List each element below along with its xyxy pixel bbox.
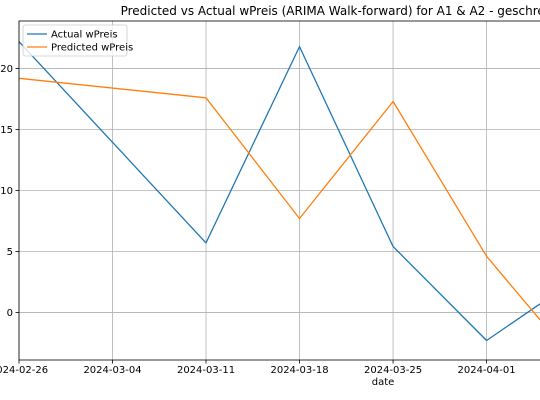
grid xyxy=(18,21,540,360)
x-tick-label: 2024-02-26 xyxy=(0,365,48,376)
chart-title: Predicted vs Actual wPreis (ARIMA Walk-f… xyxy=(121,4,540,18)
x-tick-label: 2024-03-11 xyxy=(177,365,235,376)
y-tick-label: 15 xyxy=(0,125,13,136)
y-tick-label: 10 xyxy=(0,186,13,197)
legend-label-predicted: Predicted wPreis xyxy=(51,43,133,54)
x-tick-label: 2024-04-01 xyxy=(458,365,516,376)
y-tick-label: 0 xyxy=(7,308,13,319)
y-tick-label: 5 xyxy=(7,247,13,258)
series-line-actual xyxy=(18,41,540,342)
ticks: 0 5 10 15 20 2024-02-26 2024-03-04 2024-03-11 20… xyxy=(0,64,516,376)
series-layer xyxy=(18,41,540,342)
legend-label-actual: Actual wPreis xyxy=(51,30,118,41)
series-line-predicted xyxy=(18,77,540,321)
legend-box xyxy=(22,24,128,57)
legend: Actual wPreis Predicted wPreis xyxy=(22,24,133,57)
x-tick-label: 2024-03-04 xyxy=(83,365,141,376)
x-tick-label: 2024-03-25 xyxy=(364,365,422,376)
x-tick-label: 2024-03-18 xyxy=(270,365,328,376)
y-tick-label: 20 xyxy=(0,64,13,75)
x-axis-label: date xyxy=(372,377,395,388)
